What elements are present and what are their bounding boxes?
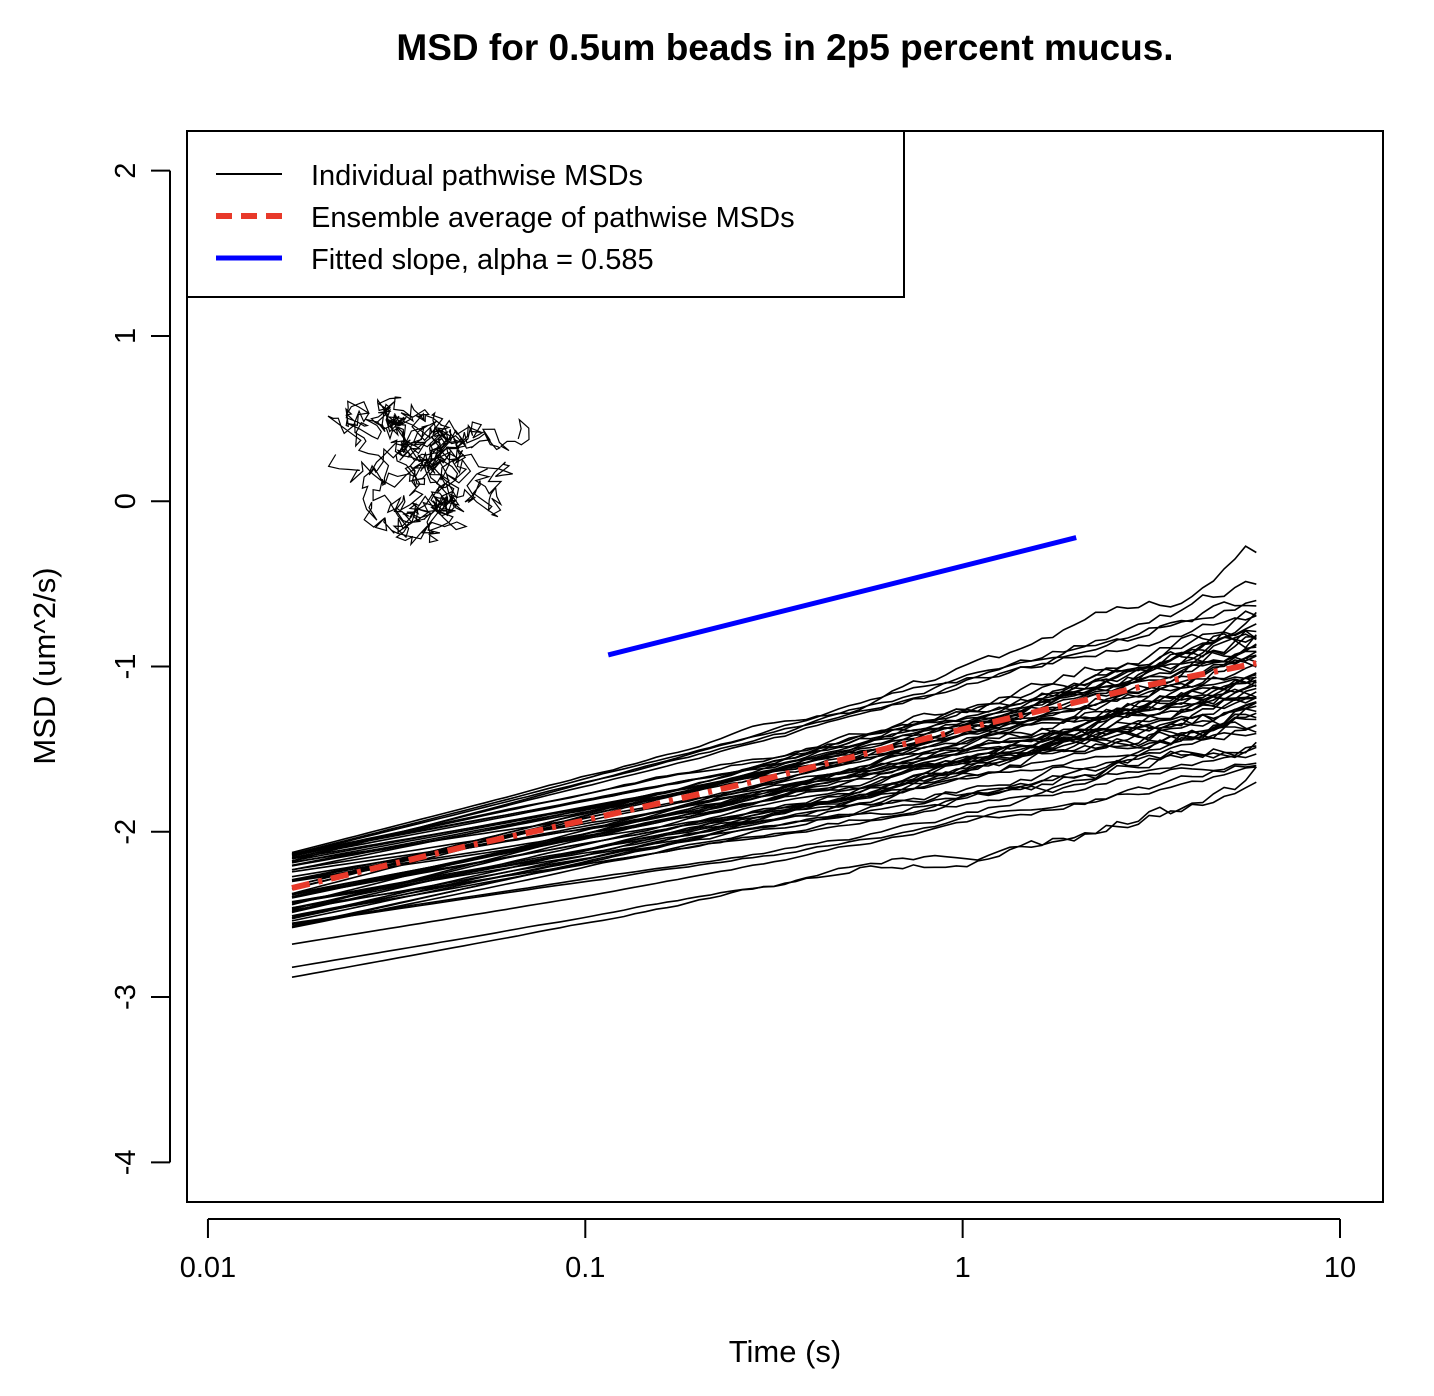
y-tick-label: 0 [110, 493, 142, 509]
legend-label-fitted: Fitted slope, alpha = 0.585 [311, 244, 654, 276]
ensemble-average-line [291, 660, 1257, 891]
legend-label-ensemble: Ensemble average of pathwise MSDs [311, 202, 795, 234]
y-tick-label: 2 [110, 163, 142, 179]
individual-msd-line [291, 781, 1257, 969]
x-tick-label: 1 [955, 1252, 971, 1284]
x-axis: 0.01 0.1 1 10 [180, 1218, 1356, 1284]
individual-msd-line [291, 545, 1257, 854]
individual-msd-line [291, 707, 1257, 882]
individual-msd-line [291, 764, 1257, 926]
individual-msd-line [291, 691, 1257, 910]
x-axis-label: Time (s) [729, 1334, 842, 1369]
individual-msd-line [291, 695, 1257, 929]
individual-msd-line [291, 724, 1257, 904]
x-tick-label: 0.1 [565, 1252, 605, 1284]
individual-msd-line [291, 614, 1257, 855]
y-tick-label: -3 [110, 984, 142, 1010]
individual-msd-line [291, 746, 1257, 917]
individual-msd-line [291, 766, 1257, 945]
individual-msd-line [291, 724, 1257, 904]
individual-msd-line [291, 676, 1257, 919]
plot-content [291, 396, 1257, 978]
individual-msd-line [291, 599, 1257, 862]
individual-msd-line [291, 745, 1257, 912]
individual-msd-line [291, 651, 1257, 871]
individual-msd-line [291, 705, 1257, 929]
legend-label-individual: Individual pathwise MSDs [311, 160, 643, 192]
legend: Individual pathwise MSDs Ensemble averag… [186, 130, 905, 298]
y-axis: -4 -3 -2 -1 0 1 2 [110, 163, 171, 1175]
individual-msd-line [291, 762, 1257, 909]
individual-msd-line [291, 629, 1257, 887]
random-walk-trajectory-icon [327, 396, 530, 547]
individual-msd-line [291, 644, 1257, 859]
individual-msd-line [291, 643, 1257, 906]
y-tick-label: -1 [110, 654, 142, 680]
chart-title: MSD for 0.5um beads in 2p5 percent mucus… [396, 27, 1173, 68]
y-tick-label: 1 [110, 328, 142, 344]
y-tick-label: -2 [110, 819, 142, 845]
individual-msd-line [291, 701, 1257, 898]
x-tick-label: 0.01 [180, 1252, 236, 1284]
y-axis-label: MSD (um^2/s) [27, 567, 62, 764]
fitted-slope-line [607, 535, 1077, 658]
individual-msd-line [291, 741, 1257, 903]
individual-msd-line [291, 731, 1257, 883]
legend-box [186, 130, 905, 298]
individual-msd-line [291, 657, 1257, 898]
x-tick-label: 10 [1324, 1252, 1356, 1284]
y-tick-label: -4 [110, 1149, 142, 1175]
individual-msd-line [291, 601, 1257, 856]
